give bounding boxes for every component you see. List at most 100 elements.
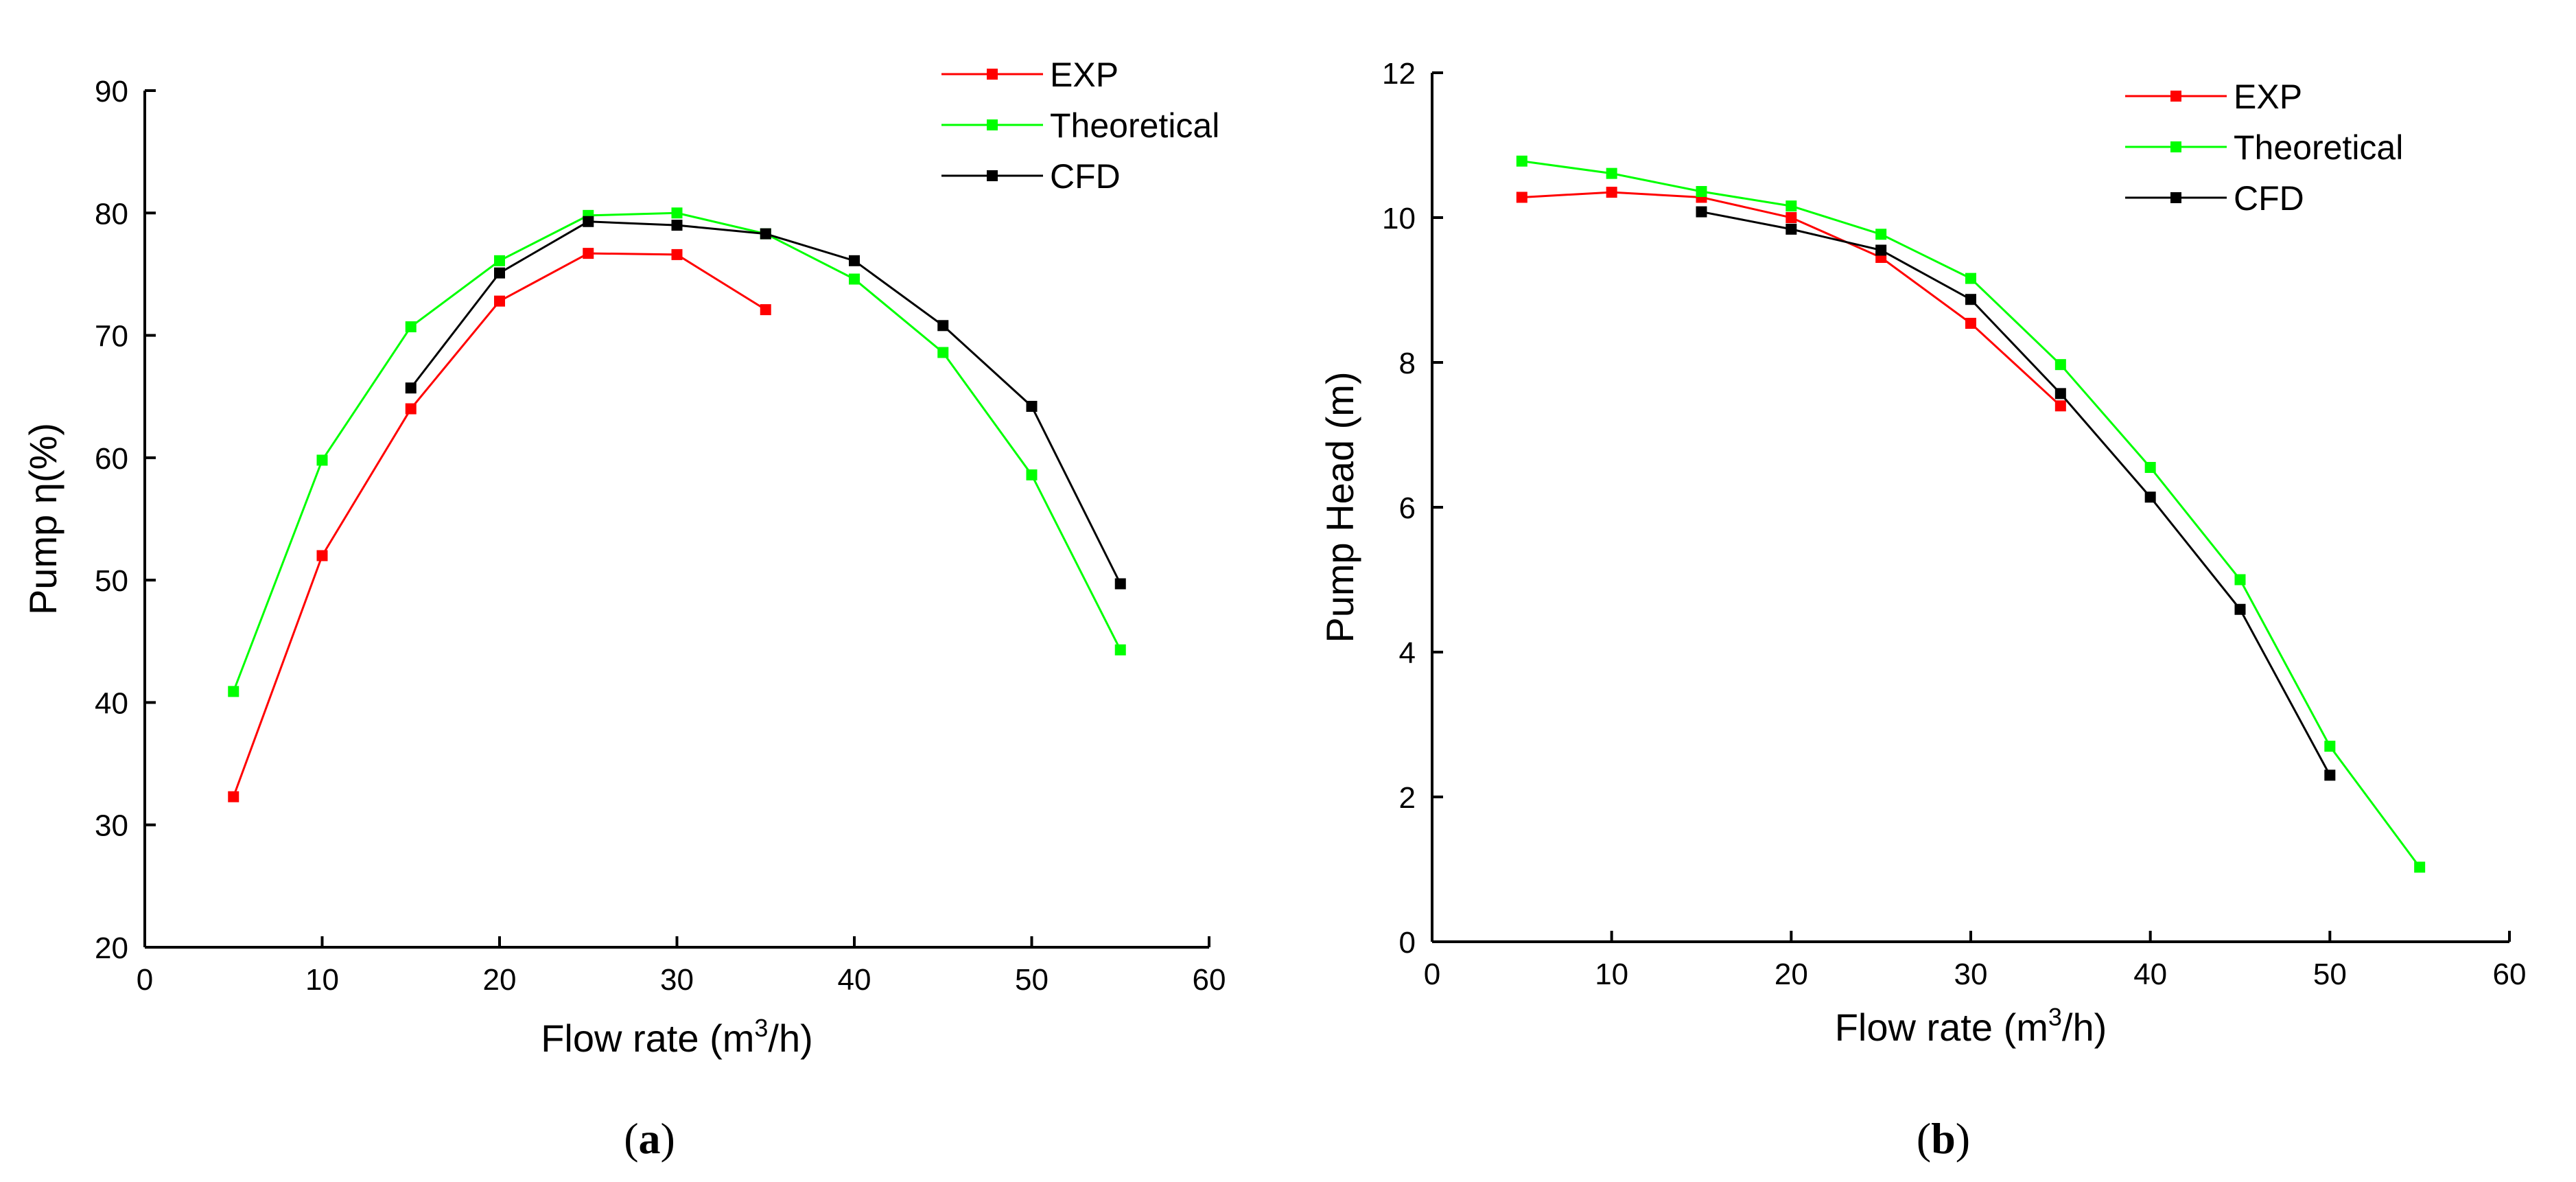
legend-label-theoretical: Theoretical bbox=[2234, 128, 2403, 167]
x-tick-label: 0 bbox=[137, 963, 153, 997]
legend-label-cfd: CFD bbox=[2234, 179, 2304, 218]
x-tick-label: 40 bbox=[838, 963, 871, 997]
data-point-cfd bbox=[494, 267, 505, 279]
data-point-cfd bbox=[1114, 578, 1126, 590]
data-point-theoretical bbox=[405, 321, 417, 333]
y-axis-title: Pump η(%) bbox=[21, 423, 65, 615]
x-tick-label: 10 bbox=[305, 963, 339, 997]
y-tick-label: 60 bbox=[95, 442, 128, 476]
data-point-cfd bbox=[849, 255, 860, 266]
data-point-exp bbox=[494, 295, 505, 307]
x-tick-label: 50 bbox=[1015, 963, 1049, 997]
data-point-cfd bbox=[1875, 244, 1887, 256]
data-point-theoretical bbox=[2234, 574, 2246, 586]
data-point-cfd bbox=[1026, 400, 1038, 412]
data-point-cfd bbox=[405, 382, 417, 394]
legend-marker-exp bbox=[2170, 91, 2181, 102]
x-axis-title: Flow rate (m3/h) bbox=[541, 1014, 813, 1060]
data-point-cfd bbox=[1785, 223, 1797, 235]
x-tick-label: 20 bbox=[483, 963, 517, 997]
y-tick-label: 4 bbox=[1399, 636, 1416, 670]
data-point-theoretical bbox=[937, 347, 949, 358]
y-tick-label: 0 bbox=[1399, 926, 1416, 960]
data-point-theoretical bbox=[316, 454, 328, 466]
y-tick-label: 6 bbox=[1399, 491, 1416, 525]
data-point-cfd bbox=[583, 216, 594, 227]
legend-label-exp: EXP bbox=[2234, 78, 2302, 116]
data-point-theoretical bbox=[1696, 186, 1707, 198]
series-line-exp bbox=[232, 252, 766, 798]
x-tick-label: 50 bbox=[2313, 958, 2347, 991]
series-line-theoretical bbox=[1521, 160, 2421, 868]
y-tick-label: 30 bbox=[95, 809, 128, 843]
data-point-theoretical bbox=[1785, 200, 1797, 212]
data-point-theoretical bbox=[1965, 273, 1976, 284]
data-point-cfd bbox=[2054, 388, 2066, 399]
data-point-exp bbox=[1965, 318, 1976, 329]
y-tick-label: 20 bbox=[95, 931, 128, 965]
y-tick-label: 10 bbox=[1382, 202, 1416, 235]
data-point-cfd bbox=[760, 228, 771, 240]
x-tick-label: 20 bbox=[1775, 958, 1808, 991]
x-tick-label: 60 bbox=[1193, 963, 1226, 997]
y-tick-label: 80 bbox=[95, 197, 128, 231]
data-point-theoretical bbox=[2144, 461, 2156, 473]
legend-label-theoretical: Theoretical bbox=[1050, 106, 1219, 145]
y-tick-label: 12 bbox=[1382, 57, 1416, 91]
legend-marker-theoretical bbox=[987, 119, 998, 130]
data-point-theoretical bbox=[671, 207, 683, 219]
data-point-theoretical bbox=[1026, 469, 1038, 480]
data-point-exp bbox=[583, 248, 594, 259]
y-tick-label: 50 bbox=[95, 564, 128, 598]
data-point-cfd bbox=[1965, 294, 1976, 305]
series-line-cfd bbox=[1701, 211, 2331, 776]
legend-marker-cfd bbox=[2170, 192, 2181, 203]
data-point-exp bbox=[2054, 400, 2066, 412]
chart-b: 0 10 20 30 40 50 60 0 2 4 6 8 10 12 EXP Theoretical CFD F… bbox=[1318, 57, 2526, 1163]
data-point-theoretical bbox=[2324, 741, 2336, 752]
y-tick-label: 70 bbox=[95, 320, 128, 354]
data-point-theoretical bbox=[494, 255, 505, 266]
data-point-exp bbox=[671, 248, 683, 260]
data-point-exp bbox=[405, 403, 417, 415]
chart-a: 0 10 20 30 40 50 60 20 30 40 50 60 70 80 90 EXP Theoreti… bbox=[21, 56, 1226, 1163]
panel-caption: (b) bbox=[1917, 1114, 1970, 1163]
data-point-theoretical bbox=[1516, 155, 1527, 167]
y-tick-label: 40 bbox=[95, 686, 128, 720]
x-tick-label: 30 bbox=[1954, 958, 1988, 991]
x-tick-label: 40 bbox=[2133, 958, 2167, 991]
x-axis-title: Flow rate (m3/h) bbox=[1835, 1003, 2107, 1049]
data-point-exp bbox=[760, 304, 771, 316]
data-point-theoretical bbox=[1114, 644, 1126, 656]
y-tick-label: 2 bbox=[1399, 781, 1416, 815]
y-tick-label: 8 bbox=[1399, 347, 1416, 380]
data-point-theoretical bbox=[228, 686, 239, 697]
x-tick-label: 10 bbox=[1595, 958, 1628, 991]
data-point-cfd bbox=[2324, 769, 2336, 781]
series-line-cfd bbox=[410, 220, 1122, 585]
data-point-theoretical bbox=[849, 273, 860, 285]
data-point-cfd bbox=[671, 220, 683, 231]
data-point-exp bbox=[316, 550, 328, 561]
data-point-theoretical bbox=[1875, 229, 1887, 240]
data-point-theoretical bbox=[1606, 167, 1617, 179]
data-point-cfd bbox=[937, 320, 949, 332]
y-tick-label: 90 bbox=[95, 75, 128, 108]
legend-label-exp: EXP bbox=[1050, 56, 1119, 94]
data-point-exp bbox=[1516, 192, 1527, 203]
legend-label-cfd: CFD bbox=[1050, 157, 1121, 196]
data-point-exp bbox=[1785, 212, 1797, 223]
legend-marker-theoretical bbox=[2170, 141, 2181, 152]
y-axis-title: Pump Head (m) bbox=[1318, 371, 1361, 642]
panel-caption: (a) bbox=[624, 1114, 675, 1163]
x-tick-label: 0 bbox=[1424, 958, 1440, 991]
data-point-exp bbox=[228, 791, 239, 802]
legend-marker-cfd bbox=[987, 170, 998, 181]
x-tick-label: 60 bbox=[2493, 958, 2527, 991]
data-point-cfd bbox=[2144, 491, 2156, 503]
series-line-theoretical bbox=[232, 211, 1122, 692]
data-point-theoretical bbox=[2414, 861, 2426, 873]
data-point-theoretical bbox=[2054, 359, 2066, 371]
data-point-cfd bbox=[1696, 206, 1707, 218]
